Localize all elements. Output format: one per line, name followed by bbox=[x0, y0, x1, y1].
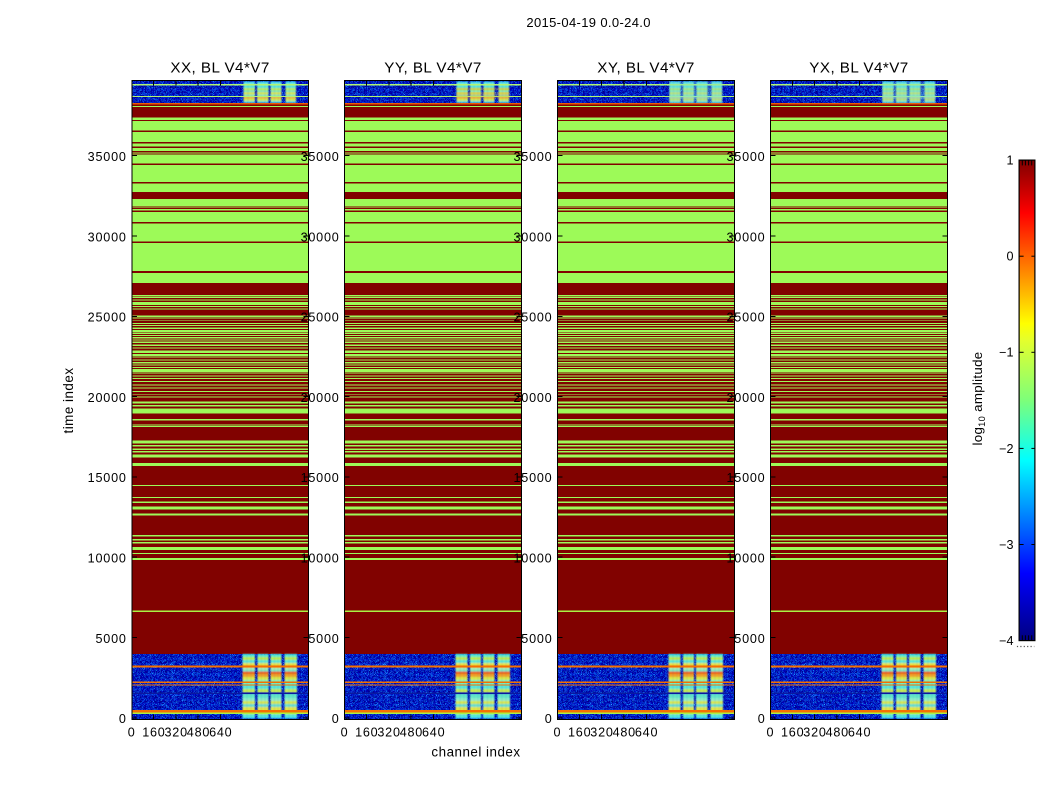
svg-text:15000: 15000 bbox=[726, 471, 765, 485]
svg-text:10000: 10000 bbox=[513, 552, 552, 566]
svg-text:160: 160 bbox=[142, 726, 165, 740]
svg-text:35000: 35000 bbox=[513, 150, 552, 164]
svg-text:2015-04-19 0.0-24.0: 2015-04-19 0.0-24.0 bbox=[526, 15, 650, 30]
svg-text:35000: 35000 bbox=[88, 150, 127, 164]
svg-text:0: 0 bbox=[766, 726, 774, 740]
svg-text:640: 640 bbox=[209, 726, 232, 740]
svg-text:20000: 20000 bbox=[88, 391, 127, 405]
svg-text:320: 320 bbox=[377, 726, 400, 740]
svg-text:25000: 25000 bbox=[513, 311, 552, 325]
svg-text:20000: 20000 bbox=[301, 391, 340, 405]
svg-text:640: 640 bbox=[635, 726, 658, 740]
svg-text:320: 320 bbox=[164, 726, 187, 740]
svg-text:35000: 35000 bbox=[726, 150, 765, 164]
svg-text:0: 0 bbox=[553, 726, 561, 740]
svg-text:0: 0 bbox=[341, 726, 349, 740]
svg-text:0: 0 bbox=[1006, 250, 1013, 264]
svg-text:480: 480 bbox=[187, 726, 210, 740]
svg-text:channel index: channel index bbox=[431, 744, 520, 759]
svg-text:640: 640 bbox=[848, 726, 871, 740]
svg-text:320: 320 bbox=[590, 726, 613, 740]
svg-text:5000: 5000 bbox=[521, 632, 552, 646]
svg-text:1: 1 bbox=[1006, 154, 1013, 168]
svg-text:XY, BL V4*V7: XY, BL V4*V7 bbox=[597, 59, 694, 76]
svg-text:0: 0 bbox=[545, 712, 553, 726]
svg-text:0: 0 bbox=[758, 712, 766, 726]
svg-text:YX, BL V4*V7: YX, BL V4*V7 bbox=[809, 59, 908, 76]
svg-text:480: 480 bbox=[613, 726, 636, 740]
svg-text:10000: 10000 bbox=[88, 552, 127, 566]
svg-text:10000: 10000 bbox=[726, 552, 765, 566]
svg-text:25000: 25000 bbox=[301, 311, 340, 325]
svg-text:160: 160 bbox=[781, 726, 804, 740]
svg-text:640: 640 bbox=[422, 726, 445, 740]
svg-text:XX, BL V4*V7: XX, BL V4*V7 bbox=[170, 59, 269, 76]
svg-text:time index: time index bbox=[61, 367, 76, 433]
svg-text:15000: 15000 bbox=[88, 471, 127, 485]
svg-text:−3: −3 bbox=[999, 538, 1013, 552]
svg-text:5000: 5000 bbox=[95, 632, 126, 646]
svg-text:10000: 10000 bbox=[301, 552, 340, 566]
svg-text:35000: 35000 bbox=[301, 150, 340, 164]
svg-text:15000: 15000 bbox=[301, 471, 340, 485]
svg-text:20000: 20000 bbox=[726, 391, 765, 405]
svg-text:5000: 5000 bbox=[734, 632, 765, 646]
svg-text:30000: 30000 bbox=[726, 230, 765, 244]
svg-text:320: 320 bbox=[803, 726, 826, 740]
svg-text:160: 160 bbox=[568, 726, 591, 740]
svg-text:30000: 30000 bbox=[513, 230, 552, 244]
svg-text:480: 480 bbox=[826, 726, 849, 740]
svg-text:YY, BL V4*V7: YY, BL V4*V7 bbox=[384, 59, 481, 76]
svg-text:30000: 30000 bbox=[301, 230, 340, 244]
svg-text:0: 0 bbox=[128, 726, 136, 740]
svg-text:25000: 25000 bbox=[88, 311, 127, 325]
svg-text:0: 0 bbox=[119, 712, 127, 726]
svg-text:log10 amplitude: log10 amplitude bbox=[970, 352, 987, 446]
svg-text:25000: 25000 bbox=[726, 311, 765, 325]
svg-text:−2: −2 bbox=[999, 442, 1013, 456]
svg-text:5000: 5000 bbox=[308, 632, 339, 646]
svg-text:−4: −4 bbox=[999, 634, 1013, 648]
svg-text:30000: 30000 bbox=[88, 230, 127, 244]
svg-text:15000: 15000 bbox=[513, 471, 552, 485]
svg-text:20000: 20000 bbox=[513, 391, 552, 405]
svg-text:480: 480 bbox=[400, 726, 423, 740]
svg-text:0: 0 bbox=[332, 712, 340, 726]
svg-text:160: 160 bbox=[355, 726, 378, 740]
svg-text:−1: −1 bbox=[999, 346, 1013, 360]
